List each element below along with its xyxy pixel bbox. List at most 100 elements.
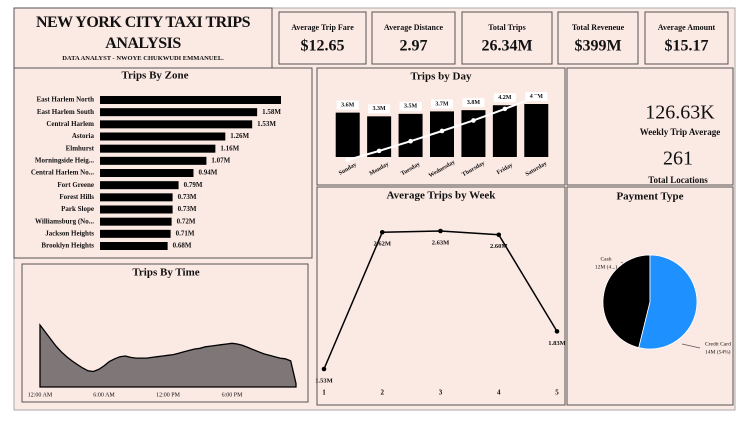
chart-title: Trips by Day — [411, 71, 472, 83]
x-tick-label: 1 — [322, 389, 326, 397]
value-label: 4.2M — [498, 95, 512, 101]
value-label: 1.83M — [548, 340, 566, 347]
dashboard-title: NEW YORK CITY TAXI TRIPS ANALYSIS — [35, 14, 251, 52]
bar — [335, 112, 360, 157]
bar — [100, 156, 207, 165]
kpi-value: 26.34M — [481, 38, 532, 55]
chart-title: Payment Type — [616, 191, 683, 203]
value-label: 1.53M — [257, 120, 276, 128]
chart-title: Trips By Zone — [121, 70, 188, 82]
bar — [100, 242, 168, 250]
label-box — [399, 101, 422, 111]
pie-label: Cash — [601, 256, 612, 262]
value-label: 1.26M — [230, 132, 249, 140]
point — [379, 229, 385, 235]
pie-label: Credit Card — [705, 341, 731, 347]
value-label: 0.68M — [173, 242, 192, 250]
x-tick-label: 4 — [497, 389, 501, 397]
value-label: 3.6M — [341, 103, 355, 109]
trend-point — [345, 157, 351, 163]
side-kpi-label: Weekly Trip Average — [640, 127, 721, 137]
point — [321, 366, 327, 372]
value-label: 3.5M — [404, 104, 418, 110]
kpi-card — [371, 11, 456, 65]
value-label: 0.71M — [176, 229, 195, 237]
side-kpi-value: 261 — [663, 148, 693, 170]
zone-label: East Harlem North — [36, 96, 94, 104]
label-box — [431, 99, 453, 109]
kpi-label: Average Trip Fare — [291, 23, 354, 32]
x-tick-label: 5 — [555, 389, 559, 397]
zone-label: Elmhurst — [66, 144, 95, 152]
kpi-label: Average Distance — [384, 23, 444, 32]
bar — [100, 108, 258, 117]
kpi-card — [278, 11, 367, 65]
pie-slice — [638, 254, 698, 350]
side-kpi-panel — [566, 67, 734, 186]
trend-point — [502, 106, 508, 112]
zone-label: Park Slope — [61, 205, 94, 213]
value-label: 0.72M — [177, 217, 196, 225]
area — [39, 323, 297, 388]
x-tick-label: 12:00 PM — [156, 392, 181, 398]
bar — [524, 104, 549, 157]
zone-label: Jackson Heights — [45, 229, 94, 237]
value-label: 3.7M — [435, 101, 449, 107]
bar — [100, 144, 216, 153]
value-label: 1.16M — [220, 144, 239, 152]
kpi-label: Average Amount — [658, 23, 716, 32]
chart-title: Average Trips by Week — [387, 190, 497, 202]
kpi-card — [644, 11, 729, 65]
value-label: 1.53M — [315, 377, 333, 384]
label-box — [336, 100, 359, 110]
kpi-value: $12.65 — [301, 38, 345, 55]
value-label: 1.07M — [211, 156, 230, 164]
zone-label: Forest Hills — [59, 193, 94, 201]
value-label: 2.62M — [373, 241, 391, 248]
bar — [100, 205, 173, 214]
value-label: 2.60M — [490, 243, 508, 250]
bar — [100, 229, 171, 238]
trend-point — [439, 128, 445, 134]
trend-point — [471, 118, 476, 123]
bar — [398, 113, 423, 157]
value-label: 0.73M — [178, 193, 197, 201]
bar — [100, 181, 179, 190]
side-kpi-value: 126.63K — [645, 102, 715, 124]
value-label: 0.79M — [184, 181, 203, 189]
x-tick-label: 2 — [381, 389, 385, 397]
zone-label: Fort Greene — [57, 181, 94, 189]
x-tick-label: 6:00 AM — [93, 392, 115, 398]
zone-label: Brooklyn Heights — [41, 242, 94, 250]
value-label: 2.63M — [432, 239, 450, 246]
week-panel — [316, 186, 566, 406]
bar — [100, 193, 173, 202]
trend-point — [376, 148, 382, 154]
bar — [100, 120, 253, 129]
pie-value-label: 12M (4...) — [595, 263, 617, 270]
kpi-value: 2.97 — [400, 38, 428, 55]
kpi-card — [461, 11, 553, 65]
kpi-value: $15.17 — [665, 38, 709, 55]
value-label: 3.3M — [373, 106, 387, 112]
label-box — [368, 104, 391, 114]
point — [554, 329, 560, 334]
chart-title: Trips By Time — [132, 267, 199, 279]
value-label: 3.8M — [467, 100, 481, 106]
value-label: 0.73M — [178, 205, 197, 213]
kpi-label: Total Reveneue — [572, 23, 625, 32]
label-box — [462, 98, 485, 108]
point — [496, 232, 502, 238]
kpi-label: Total Trips — [488, 23, 525, 32]
label-box — [493, 93, 516, 103]
bar — [492, 105, 517, 157]
trend-point — [533, 94, 539, 100]
zone-label: Central Harlem — [46, 120, 94, 128]
zone-label: Central Harlem No... — [31, 169, 94, 177]
x-tick-label: 12:00 AM — [28, 392, 53, 398]
kpi-card — [557, 11, 639, 65]
bar — [100, 169, 194, 177]
pie-slice — [602, 254, 651, 349]
